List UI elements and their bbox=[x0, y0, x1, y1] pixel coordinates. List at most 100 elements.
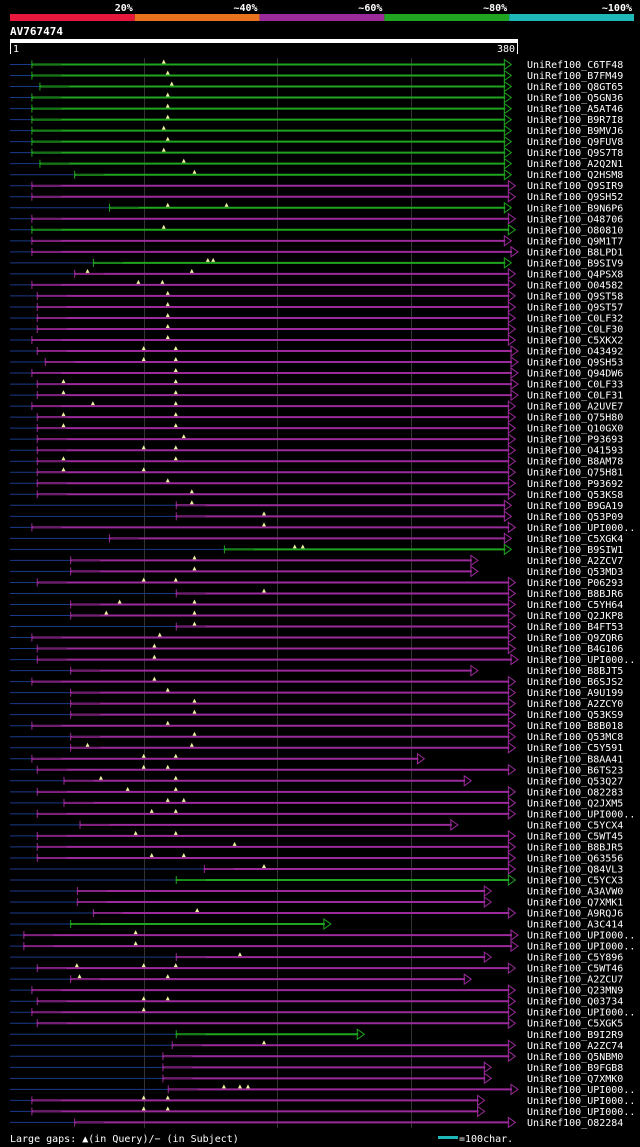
hit-label[interactable]: UniRef100_A9U199 bbox=[527, 688, 623, 699]
hit-label[interactable]: UniRef100_O41593 bbox=[527, 446, 623, 457]
hit-label[interactable]: UniRef100_Q9S7T8 bbox=[527, 148, 623, 159]
hit-row[interactable]: UniRef100_UPI000.. bbox=[10, 807, 635, 821]
hit-row[interactable]: UniRef100_Q53MC8 bbox=[10, 730, 623, 744]
hit-label[interactable]: UniRef100_UPI000.. bbox=[527, 942, 635, 953]
hit-label[interactable]: UniRef100_Q8GT65 bbox=[527, 82, 623, 93]
hit-label[interactable]: UniRef100_P06293 bbox=[527, 578, 623, 589]
hit-row[interactable]: UniRef100_A5AT46 bbox=[10, 102, 623, 116]
hit-label[interactable]: UniRef100_A2ZCV7 bbox=[527, 556, 623, 567]
hit-row[interactable]: UniRef100_Q9ST57 bbox=[10, 300, 623, 314]
hit-label[interactable]: UniRef100_A3C414 bbox=[527, 920, 623, 931]
hit-label[interactable]: UniRef100_UPI000.. bbox=[527, 1096, 635, 1107]
hit-row[interactable]: UniRef100_Q53Q27 bbox=[10, 774, 623, 788]
hit-row[interactable]: UniRef100_A2ZCY0 bbox=[10, 697, 623, 711]
hit-row[interactable]: UniRef100_C6TF48 bbox=[10, 58, 623, 72]
hit-label[interactable]: UniRef100_Q53KS8 bbox=[527, 490, 623, 501]
hit-label[interactable]: UniRef100_Q9SIR9 bbox=[527, 181, 623, 192]
hit-row[interactable]: UniRef100_B9FGB8 bbox=[10, 1061, 623, 1074]
hit-label[interactable]: UniRef100_O82283 bbox=[527, 787, 623, 798]
hit-label[interactable]: UniRef100_B4G106 bbox=[527, 644, 623, 655]
hit-label[interactable]: UniRef100_B8B018 bbox=[527, 721, 623, 732]
hit-label[interactable]: UniRef100_B8BJT5 bbox=[527, 666, 623, 677]
hit-row[interactable]: UniRef100_Q53KS8 bbox=[10, 488, 623, 501]
hit-label[interactable]: UniRef100_UPI000.. bbox=[527, 931, 635, 942]
hit-row[interactable]: UniRef100_UPI000.. bbox=[10, 1105, 635, 1118]
hit-label[interactable]: UniRef100_Q03734 bbox=[527, 997, 623, 1008]
hit-row[interactable]: UniRef100_C5WT45 bbox=[10, 829, 623, 843]
hit-row[interactable]: UniRef100_B7FM49 bbox=[10, 69, 623, 83]
hit-row[interactable]: UniRef100_C5XKX2 bbox=[10, 334, 623, 347]
hit-row[interactable]: UniRef100_C5YCX3 bbox=[10, 874, 623, 887]
hit-row[interactable]: UniRef100_C5YCX4 bbox=[10, 818, 623, 832]
hit-row[interactable]: UniRef100_Q9ZQR6 bbox=[10, 631, 623, 645]
hit-label[interactable]: UniRef100_B8BJR6 bbox=[527, 589, 623, 600]
hit-row[interactable]: UniRef100_B4G106 bbox=[10, 642, 623, 656]
hit-row[interactable]: UniRef100_Q75H80 bbox=[10, 411, 623, 424]
hit-row[interactable]: UniRef100_A9RQJ6 bbox=[10, 907, 623, 920]
hit-row[interactable]: UniRef100_UPI000.. bbox=[10, 521, 635, 534]
hit-row[interactable]: UniRef100_Q53MD3 bbox=[10, 565, 623, 578]
hit-row[interactable]: UniRef100_B8BJT5 bbox=[10, 664, 623, 678]
hit-label[interactable]: UniRef100_C5YCX3 bbox=[527, 875, 623, 886]
hit-label[interactable]: UniRef100_C0LF32 bbox=[527, 313, 623, 324]
hit-label[interactable]: UniRef100_Q9SH53 bbox=[527, 358, 623, 369]
hit-label[interactable]: UniRef100_O04582 bbox=[527, 280, 623, 291]
hit-row[interactable]: UniRef100_P93692 bbox=[10, 477, 623, 490]
hit-label[interactable]: UniRef100_Q53P09 bbox=[527, 512, 623, 523]
hit-label[interactable]: UniRef100_O80810 bbox=[527, 225, 623, 236]
hit-label[interactable]: UniRef100_B6TS23 bbox=[527, 765, 623, 776]
hit-row[interactable]: UniRef100_O80810 bbox=[10, 223, 623, 237]
hit-label[interactable]: UniRef100_A5AT46 bbox=[527, 104, 623, 115]
hit-label[interactable]: UniRef100_A3AVW0 bbox=[527, 887, 623, 898]
hit-label[interactable]: UniRef100_C5Y591 bbox=[527, 743, 623, 754]
hit-label[interactable]: UniRef100_Q5GN36 bbox=[527, 93, 623, 104]
hit-row[interactable]: UniRef100_UPI000.. bbox=[10, 1094, 635, 1107]
hit-row[interactable]: UniRef100_A2ZCU7 bbox=[10, 973, 623, 986]
hit-row[interactable]: UniRef100_Q9ST58 bbox=[10, 289, 623, 303]
hit-row[interactable]: UniRef100_Q4PSX8 bbox=[10, 267, 623, 281]
hit-row[interactable]: UniRef100_B6TS23 bbox=[10, 763, 623, 777]
hit-label[interactable]: UniRef100_B6SJS2 bbox=[527, 677, 623, 688]
hit-label[interactable]: UniRef100_B9R7I8 bbox=[527, 115, 623, 126]
hit-row[interactable]: UniRef100_B9GA19 bbox=[10, 499, 623, 512]
hit-label[interactable]: UniRef100_Q2JXM5 bbox=[527, 798, 623, 809]
hit-label[interactable]: UniRef100_C5WT45 bbox=[527, 831, 623, 842]
hit-label[interactable]: UniRef100_Q94DW6 bbox=[527, 369, 623, 380]
hit-row[interactable]: UniRef100_B8BJR6 bbox=[10, 587, 623, 600]
hit-row[interactable]: UniRef100_Q5NBM0 bbox=[10, 1050, 623, 1063]
hit-label[interactable]: UniRef100_UPI000.. bbox=[527, 809, 635, 820]
hit-label[interactable]: UniRef100_UPI000.. bbox=[527, 523, 635, 534]
hit-label[interactable]: UniRef100_B7FM49 bbox=[527, 71, 623, 82]
hit-label[interactable]: UniRef100_Q53MD3 bbox=[527, 567, 623, 578]
hit-row[interactable]: UniRef100_UPI000.. bbox=[10, 1006, 635, 1019]
hit-label[interactable]: UniRef100_O48706 bbox=[527, 214, 623, 225]
hit-row[interactable]: UniRef100_Q7XMK0 bbox=[10, 1072, 623, 1085]
hit-label[interactable]: UniRef100_A2ZCU7 bbox=[527, 975, 623, 986]
hit-label[interactable]: UniRef100_B9N6P6 bbox=[527, 203, 623, 214]
hit-label[interactable]: UniRef100_C5YH64 bbox=[527, 600, 623, 611]
hit-label[interactable]: UniRef100_C5YCX4 bbox=[527, 820, 623, 831]
hit-row[interactable]: UniRef100_B9I2R9 bbox=[10, 1028, 623, 1041]
hit-row[interactable]: UniRef100_A9U199 bbox=[10, 686, 623, 700]
hit-label[interactable]: UniRef100_C6TF48 bbox=[527, 60, 623, 71]
hit-row[interactable]: UniRef100_C0LF31 bbox=[10, 389, 623, 402]
hit-label[interactable]: UniRef100_Q7XMK1 bbox=[527, 898, 623, 909]
hit-row[interactable]: UniRef100_Q8GT65 bbox=[10, 80, 623, 94]
hit-row[interactable]: UniRef100_Q23MN9 bbox=[10, 984, 623, 997]
hit-label[interactable]: UniRef100_C0LF31 bbox=[527, 391, 623, 402]
hit-label[interactable]: UniRef100_Q75H80 bbox=[527, 413, 623, 424]
hit-row[interactable]: UniRef100_Q7XMK1 bbox=[10, 896, 623, 909]
hit-label[interactable]: UniRef100_Q7XMK0 bbox=[527, 1074, 623, 1085]
hit-row[interactable]: UniRef100_C0LF32 bbox=[10, 311, 623, 325]
hit-row[interactable]: UniRef100_C5YH64 bbox=[10, 598, 623, 611]
hit-label[interactable]: UniRef100_Q2HSM8 bbox=[527, 170, 623, 181]
hit-label[interactable]: UniRef100_Q9ST58 bbox=[527, 291, 623, 302]
hit-row[interactable]: UniRef100_UPI000.. bbox=[10, 929, 635, 942]
hit-row[interactable]: UniRef100_A2Q2N1 bbox=[10, 157, 623, 171]
hit-row[interactable]: UniRef100_O48706 bbox=[10, 212, 623, 226]
hit-row[interactable]: UniRef100_Q94DW6 bbox=[10, 367, 623, 380]
hit-row[interactable]: UniRef100_B8AM78 bbox=[10, 455, 623, 468]
hit-row[interactable]: UniRef100_O41593 bbox=[10, 444, 623, 457]
hit-label[interactable]: UniRef100_Q2JKP8 bbox=[527, 611, 623, 622]
hit-label[interactable]: UniRef100_Q53Q27 bbox=[527, 776, 623, 787]
